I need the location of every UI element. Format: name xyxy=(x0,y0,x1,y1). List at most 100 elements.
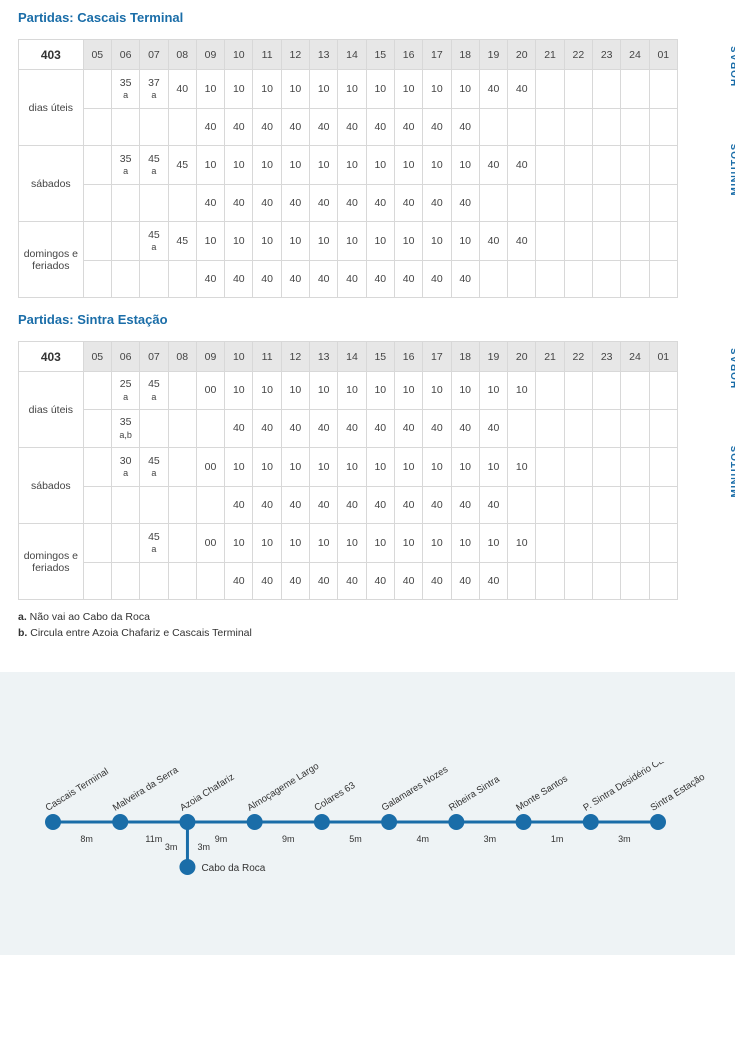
time-cell xyxy=(140,562,168,599)
time-cell: 40 xyxy=(338,184,366,221)
time-cell: 35a xyxy=(111,70,139,109)
time-cell: 10 xyxy=(225,70,253,109)
time-cell: 10 xyxy=(253,524,281,563)
segment-time-label: 1m xyxy=(551,834,564,844)
hour-header: 13 xyxy=(310,40,338,70)
hour-header: 21 xyxy=(536,342,564,372)
time-cell: 10 xyxy=(281,524,309,563)
time-cell xyxy=(564,410,592,448)
time-cell: 10 xyxy=(310,524,338,563)
timetable-section: Partidas: Cascais TerminalHORASMINUTOS40… xyxy=(0,0,735,302)
time-cell xyxy=(140,410,168,448)
note-line: b. Circula entre Azoia Chafariz e Cascai… xyxy=(18,626,717,642)
time-cell xyxy=(508,562,536,599)
time-cell: 10 xyxy=(281,372,309,410)
time-cell: 10 xyxy=(451,372,479,410)
time-cell xyxy=(649,486,677,523)
route-stop-label: Monte Santos xyxy=(514,773,570,814)
time-cell: 30a xyxy=(111,448,139,487)
time-cell xyxy=(564,184,592,221)
hour-header: 08 xyxy=(168,342,196,372)
table-row: domingos e feriados45a451010101010101010… xyxy=(19,222,678,261)
route-number-cell: 403 xyxy=(19,342,84,372)
hour-header: 16 xyxy=(394,342,422,372)
time-cell xyxy=(479,108,507,145)
time-cell: 10 xyxy=(479,524,507,563)
time-cell xyxy=(564,222,592,261)
timetable-section: Partidas: Sintra EstaçãoHORASMINUTOS4030… xyxy=(0,302,735,604)
time-cell xyxy=(649,108,677,145)
time-cell xyxy=(168,486,196,523)
route-stop-node xyxy=(45,814,61,830)
table-row: 40404040404040404040 xyxy=(19,562,678,599)
time-cell: 40 xyxy=(366,562,394,599)
note-line: a. Não vai ao Cabo da Roca xyxy=(18,610,717,626)
axis-label-horas: HORAS xyxy=(730,347,735,388)
time-cell xyxy=(508,108,536,145)
hour-header: 15 xyxy=(366,40,394,70)
time-cell xyxy=(649,562,677,599)
time-cell: 40 xyxy=(253,108,281,145)
time-cell: 40 xyxy=(366,260,394,297)
time-cell: 40 xyxy=(281,260,309,297)
time-cell: 40 xyxy=(338,108,366,145)
hour-header: 16 xyxy=(394,40,422,70)
time-cell: 40 xyxy=(225,184,253,221)
time-cell xyxy=(536,448,564,487)
time-cell: 10 xyxy=(253,222,281,261)
time-cell xyxy=(536,222,564,261)
time-cell: 40 xyxy=(479,486,507,523)
time-cell: 40 xyxy=(423,486,451,523)
time-cell xyxy=(564,146,592,185)
time-cell xyxy=(621,486,649,523)
table-row: 40404040404040404040 xyxy=(19,108,678,145)
time-cell: 40 xyxy=(451,410,479,448)
time-cell xyxy=(111,524,139,563)
time-cell xyxy=(111,486,139,523)
hour-header: 17 xyxy=(423,342,451,372)
time-cell xyxy=(168,562,196,599)
time-cell: 40 xyxy=(508,222,536,261)
hour-header: 22 xyxy=(564,342,592,372)
time-cell xyxy=(168,184,196,221)
time-cell xyxy=(508,486,536,523)
time-cell: 10 xyxy=(394,146,422,185)
time-cell: 45 xyxy=(168,222,196,261)
time-cell xyxy=(83,372,111,410)
time-cell: 10 xyxy=(508,524,536,563)
time-cell: 00 xyxy=(196,448,224,487)
time-cell xyxy=(536,372,564,410)
hour-header: 13 xyxy=(310,342,338,372)
time-cell: 40 xyxy=(168,70,196,109)
time-cell: 40 xyxy=(479,70,507,109)
time-cell: 40 xyxy=(394,410,422,448)
time-cell: 10 xyxy=(508,448,536,487)
table-row: sábados35a45a45101010101010101010104040 xyxy=(19,146,678,185)
route-diagram: Cascais Terminal8mMalveira da Serra11mAz… xyxy=(0,672,735,955)
time-cell xyxy=(593,448,621,487)
time-cell: 10 xyxy=(310,146,338,185)
time-cell xyxy=(621,222,649,261)
time-cell: 40 xyxy=(366,486,394,523)
route-number-cell: 403 xyxy=(19,40,84,70)
time-cell xyxy=(168,410,196,448)
time-cell: 10 xyxy=(253,70,281,109)
route-stop-label: Cascais Terminal xyxy=(44,766,111,814)
hour-header: 14 xyxy=(338,40,366,70)
time-cell xyxy=(536,70,564,109)
time-cell: 40 xyxy=(225,562,253,599)
table-row: dias úteis25a45a001010101010101010101010 xyxy=(19,372,678,410)
table-row: 40404040404040404040 xyxy=(19,260,678,297)
time-cell: 10 xyxy=(281,146,309,185)
route-stop-node xyxy=(381,814,397,830)
time-cell: 10 xyxy=(310,222,338,261)
time-cell xyxy=(564,372,592,410)
route-stop-node xyxy=(448,814,464,830)
time-cell: 40 xyxy=(281,108,309,145)
time-cell: 40 xyxy=(225,260,253,297)
segment-time-label: 5m xyxy=(349,834,362,844)
table-row: 35a,b40404040404040404040 xyxy=(19,410,678,448)
time-cell: 40 xyxy=(281,562,309,599)
time-cell: 40 xyxy=(196,108,224,145)
hour-header: 23 xyxy=(593,342,621,372)
